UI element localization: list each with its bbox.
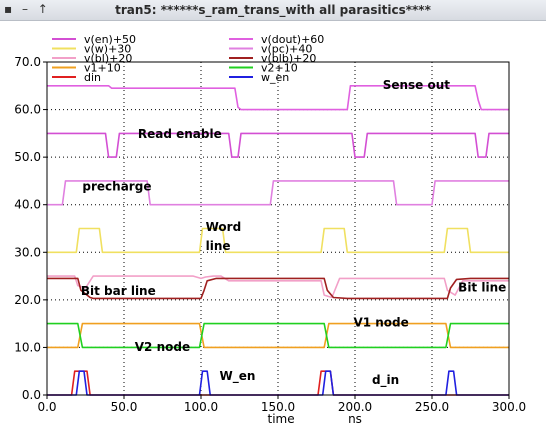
chart-series bbox=[47, 85, 509, 396]
annotation-label: W_en bbox=[219, 369, 255, 384]
x-tick-label: 200.0 bbox=[338, 400, 372, 414]
x-tick-label: 50.0 bbox=[111, 400, 138, 414]
series-line bbox=[47, 227, 509, 254]
minimize-icon[interactable]: – bbox=[21, 2, 28, 16]
legend-label: v(en)+50 bbox=[84, 33, 136, 46]
y-tick-label: 60.0 bbox=[14, 103, 41, 117]
x-tick-label: 0.0 bbox=[37, 400, 56, 414]
annotation-label: Read enable bbox=[138, 127, 222, 141]
legend-label: v(w)+30 bbox=[84, 43, 131, 56]
chart-legend: v(en)+50 v(dout)+60v(w)+30 v(pc)+40v(bl)+2… bbox=[52, 33, 324, 84]
window-controls: ▪ – ↑ bbox=[4, 2, 54, 16]
x-tick-label: 250.0 bbox=[415, 400, 449, 414]
raise-icon[interactable]: ↑ bbox=[37, 2, 48, 16]
y-tick-label: 0.0 bbox=[22, 388, 41, 402]
window-titlebar: ▪ – ↑ tran5: ******s_ram_trans_with all … bbox=[0, 0, 546, 21]
chart-grid bbox=[47, 62, 509, 395]
annotation-label: V1 node bbox=[353, 315, 408, 329]
x-axis-unit: ns bbox=[348, 412, 362, 426]
waveform-chart: v(en)+50 v(dout)+60v(w)+30 v(pc)+40v(bl)+2… bbox=[14, 33, 526, 426]
legend-label: din bbox=[84, 71, 101, 84]
y-tick-label: 50.0 bbox=[14, 150, 41, 164]
legend-label: v2+10 bbox=[261, 62, 298, 75]
series-line bbox=[47, 85, 509, 111]
window-menu-icon[interactable]: ▪ bbox=[4, 2, 13, 16]
plot-frame bbox=[46, 61, 510, 396]
annotation-label: Bit line bbox=[458, 280, 506, 294]
annotation-label: precharge bbox=[82, 179, 151, 193]
series-line bbox=[47, 132, 509, 158]
annotation-label: line bbox=[206, 239, 231, 253]
window-title: tran5: ******s_ram_trans_with all parasi… bbox=[115, 3, 431, 17]
series-line bbox=[47, 322, 509, 349]
legend-label: v1+10 bbox=[84, 62, 121, 75]
annotation-label: V2 node bbox=[135, 340, 190, 354]
x-tick-label: 100.0 bbox=[184, 400, 218, 414]
series-line bbox=[47, 277, 509, 300]
annotation-label: d_in bbox=[372, 373, 399, 388]
x-axis-label: time bbox=[268, 412, 295, 426]
annotation-label: Sense out bbox=[383, 78, 451, 92]
x-tick-label: 150.0 bbox=[261, 400, 295, 414]
y-tick-label: 20.0 bbox=[14, 293, 41, 307]
annotation-label: Bit bar line bbox=[81, 284, 156, 298]
y-tick-label: 10.0 bbox=[14, 340, 41, 354]
y-tick-label: 30.0 bbox=[14, 245, 41, 259]
legend-label: v(dout)+60 bbox=[261, 33, 324, 46]
annotation-label: Word bbox=[206, 220, 242, 234]
chart-axes: 0.0 50.0 100.0 150.0 200.0 250.0 300.0 0.0 10.0 2… bbox=[14, 55, 526, 426]
chart-annotations: Sense out Read enable precharge Word line Bit… bbox=[81, 78, 506, 388]
x-tick-label: 300.0 bbox=[492, 400, 526, 414]
y-tick-label: 70.0 bbox=[14, 55, 41, 69]
series-line bbox=[47, 322, 509, 349]
series-line bbox=[47, 180, 509, 206]
y-tick-label: 40.0 bbox=[14, 198, 41, 212]
legend-label: w_en bbox=[261, 71, 289, 84]
legend-label: v(pc)+40 bbox=[261, 43, 312, 56]
